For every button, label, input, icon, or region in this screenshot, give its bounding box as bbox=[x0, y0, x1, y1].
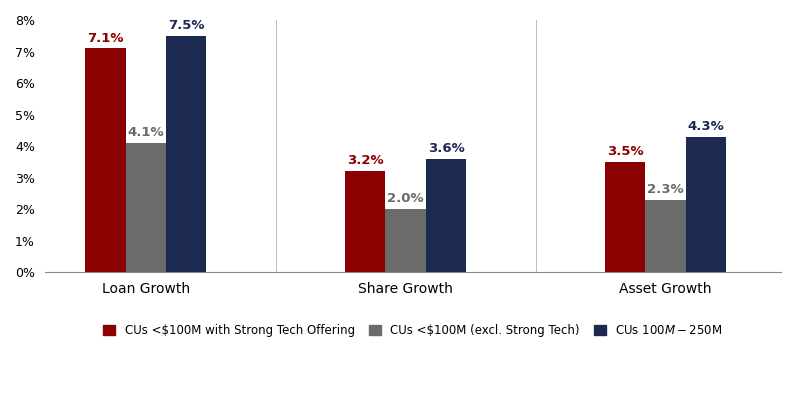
Text: 7.1%: 7.1% bbox=[87, 31, 123, 44]
Bar bbox=[85, 49, 126, 272]
Bar bbox=[345, 171, 386, 272]
Text: 4.3%: 4.3% bbox=[687, 120, 724, 133]
Text: 3.2%: 3.2% bbox=[347, 155, 383, 167]
Text: 3.6%: 3.6% bbox=[428, 142, 464, 155]
Bar bbox=[686, 137, 726, 272]
Legend: CUs <$100M with Strong Tech Offering, CUs <$100M (excl. Strong Tech), CUs $100M-: CUs <$100M with Strong Tech Offering, CU… bbox=[98, 319, 727, 342]
Bar bbox=[166, 36, 206, 272]
Text: 4.1%: 4.1% bbox=[127, 126, 164, 139]
Bar bbox=[386, 209, 426, 272]
Text: 7.5%: 7.5% bbox=[168, 19, 205, 32]
Text: 3.5%: 3.5% bbox=[606, 145, 643, 158]
Bar bbox=[126, 143, 166, 272]
Bar bbox=[605, 162, 646, 272]
Text: 2.3%: 2.3% bbox=[647, 183, 684, 196]
Bar bbox=[426, 159, 466, 272]
Text: 2.0%: 2.0% bbox=[387, 192, 424, 205]
Bar bbox=[646, 200, 686, 272]
